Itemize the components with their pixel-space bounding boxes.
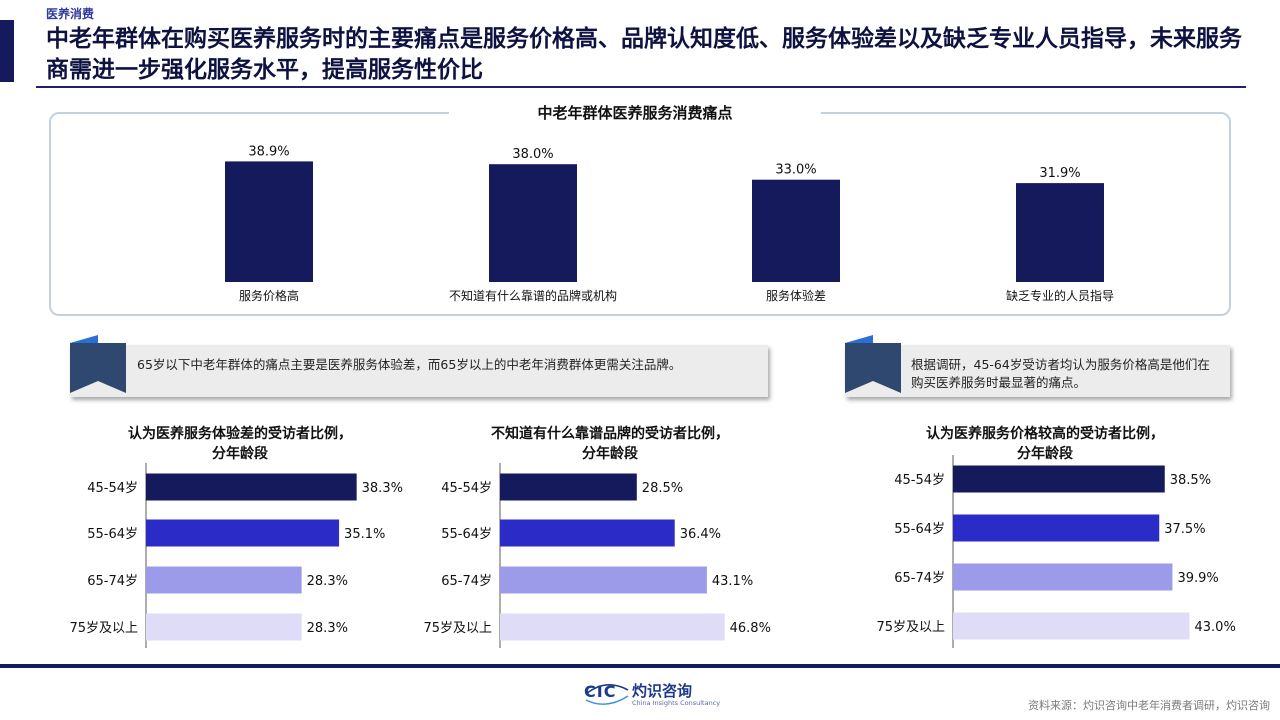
age-category-label: 75岁及以上 <box>423 621 492 636</box>
subchart-experience-title: 认为医养服务体验差的受访者比例， 分年龄段 <box>128 426 352 462</box>
section-tag: 医养消费 <box>46 7 95 21</box>
age-bar-value-label: 28.5% <box>642 481 683 496</box>
age-bar <box>953 465 1165 493</box>
age-bar <box>146 613 302 641</box>
age-bar-value-label: 28.3% <box>307 574 348 589</box>
age-bar <box>953 514 1160 542</box>
age-bar <box>500 473 637 501</box>
age-bar <box>500 566 707 594</box>
age-category-label: 75岁及以上 <box>69 621 138 636</box>
age-category-label: 45-54岁 <box>894 473 945 488</box>
callout-right <box>845 345 1230 397</box>
age-bar <box>146 473 357 501</box>
company-logo: CIC 灼识咨询 China Insights Consultancy <box>584 680 720 710</box>
age-bar-value-label: 37.5% <box>1164 522 1205 537</box>
bookmark-icon <box>845 335 901 393</box>
callout-left-text: 65岁以下中老年群体的痛点主要是医养服务体验差，而65岁以上的中老年消费群体更需… <box>137 357 682 372</box>
age-bar-value-label: 38.5% <box>1170 473 1211 488</box>
logo-name-cn: 灼识咨询 <box>632 682 693 700</box>
age-bar-value-label: 39.9% <box>1177 571 1218 586</box>
callout-right-text: 根据调研，45-64岁受访者均认为服务价格高是他们在购买医养服务时最显著的痛点。 <box>911 357 1210 390</box>
age-bar <box>146 566 302 594</box>
callout-left <box>70 345 768 397</box>
age-bar-value-label: 43.0% <box>1195 620 1236 635</box>
age-category-label: 55-64岁 <box>87 527 138 542</box>
source-note: 资料来源：灼识咨询中老年消费者调研，灼识咨询 <box>1028 699 1270 712</box>
age-category-label: 45-54岁 <box>441 481 492 496</box>
subchart-brand-title: 不知道有什么靠谱品牌的受访者比例， 分年龄段 <box>491 426 729 462</box>
footer-divider <box>0 664 1280 668</box>
age-bar <box>500 613 725 641</box>
top-chart-panel <box>49 112 1231 316</box>
age-bar <box>953 612 1190 640</box>
age-bar <box>500 519 675 547</box>
subchart-price-title: 认为医养服务价格较高的受访者比例， 分年龄段 <box>926 426 1164 462</box>
age-category-label: 55-64岁 <box>894 522 945 537</box>
bookmark-icon <box>70 335 126 393</box>
age-bar-value-label: 35.1% <box>344 527 385 542</box>
age-bar-value-label: 36.4% <box>680 527 721 542</box>
age-category-label: 45-54岁 <box>87 481 138 496</box>
age-category-label: 65-74岁 <box>87 574 138 589</box>
age-category-label: 75岁及以上 <box>876 620 945 635</box>
left-accent-bar <box>0 20 14 82</box>
page-title: 中老年群体在购买医养服务时的主要痛点是服务价格高、品牌认知度低、服务体验差以及缺… <box>46 26 1242 83</box>
age-bar-value-label: 38.3% <box>362 481 403 496</box>
age-bar-value-label: 28.3% <box>307 621 348 636</box>
logo-swoosh-icon <box>585 684 629 705</box>
logo-abbr: CIC <box>584 682 617 701</box>
age-bar-value-label: 43.1% <box>712 574 753 589</box>
title-divider <box>36 86 1246 88</box>
age-category-label: 55-64岁 <box>441 527 492 542</box>
age-category-label: 65-74岁 <box>441 574 492 589</box>
age-bar <box>953 563 1173 591</box>
age-bar-value-label: 46.8% <box>730 621 771 636</box>
logo-name-en: China Insights Consultancy <box>632 699 721 707</box>
age-bar <box>146 519 340 547</box>
top-chart-title: 中老年群体医养服务消费痛点 <box>449 102 821 124</box>
age-category-label: 65-74岁 <box>894 571 945 586</box>
